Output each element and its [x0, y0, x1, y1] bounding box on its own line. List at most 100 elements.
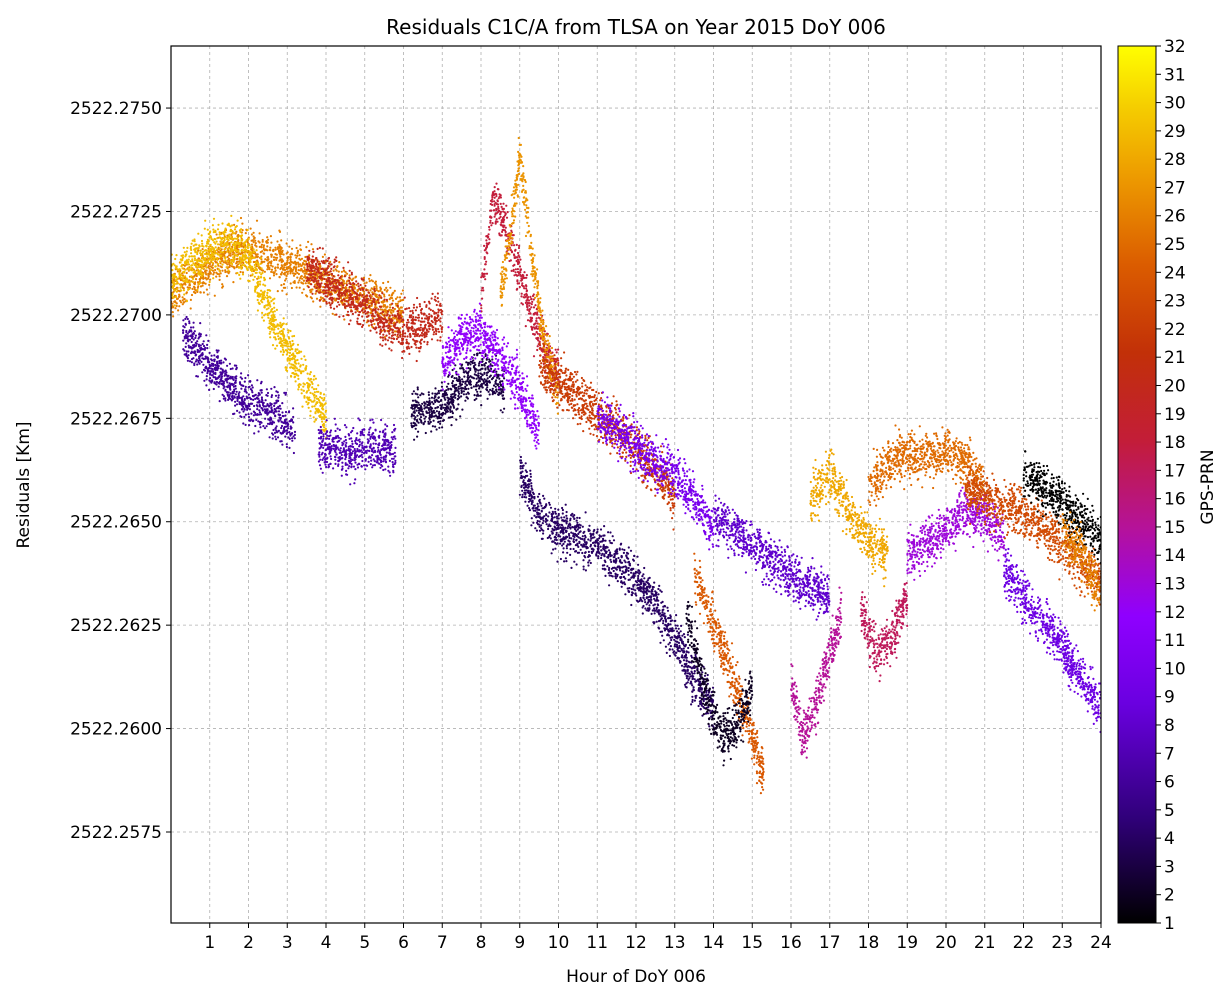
data-point: [351, 312, 354, 315]
data-point: [354, 295, 357, 299]
data-point: [385, 290, 388, 293]
data-point: [179, 286, 182, 289]
data-point: [296, 276, 299, 279]
data-point: [260, 299, 263, 302]
data-point: [322, 435, 325, 438]
data-point: [437, 308, 440, 311]
data-point: [194, 278, 198, 281]
data-point: [377, 449, 380, 452]
data-point: [419, 309, 423, 312]
data-point: [296, 343, 300, 346]
data-point: [441, 403, 444, 406]
data-point: [431, 392, 434, 395]
data-point: [216, 262, 220, 266]
data-point: [351, 450, 355, 453]
data-point: [431, 309, 434, 312]
data-point: [219, 265, 222, 268]
data-point: [201, 242, 204, 245]
data-point: [480, 404, 483, 407]
data-point: [232, 265, 235, 268]
data-point: [338, 451, 341, 454]
data-point: [369, 297, 372, 300]
data-point: [224, 259, 227, 262]
data-point: [195, 375, 198, 378]
data-point: [275, 308, 278, 311]
data-point: [224, 388, 227, 391]
data-point: [240, 387, 243, 390]
data-point: [369, 456, 372, 459]
data-point: [394, 302, 397, 305]
data-point: [195, 247, 198, 250]
data-point: [281, 432, 284, 435]
data-point: [221, 283, 224, 286]
data-point: [216, 258, 219, 261]
data-point: [392, 423, 396, 427]
data-point: [369, 419, 372, 422]
data-point: [405, 321, 409, 324]
data-point: [240, 248, 244, 251]
data-point: [363, 282, 366, 285]
data-point: [334, 429, 337, 433]
data-point: [270, 241, 273, 244]
data-point: [271, 318, 274, 321]
data-point: [257, 394, 260, 397]
data-point: [176, 277, 179, 280]
data-point: [329, 455, 332, 458]
data-point: [384, 337, 387, 341]
data-point: [299, 269, 302, 272]
data-point: [263, 314, 266, 317]
data-point: [180, 254, 183, 257]
data-point: [238, 257, 241, 261]
data-point: [323, 298, 326, 301]
data-point: [306, 265, 309, 268]
data-point: [249, 388, 252, 391]
data-point: [371, 466, 374, 469]
data-point: [226, 364, 229, 367]
data-point: [289, 329, 292, 333]
data-point: [205, 244, 208, 247]
data-point: [372, 319, 375, 322]
data-point: [253, 404, 256, 408]
data-point: [189, 334, 192, 337]
data-point: [196, 286, 199, 289]
data-point: [359, 434, 362, 437]
data-point: [258, 401, 261, 404]
data-point: [278, 252, 281, 255]
data-point: [207, 265, 210, 268]
data-point: [207, 242, 210, 245]
data-point: [342, 286, 345, 289]
data-point: [373, 286, 376, 289]
data-point: [423, 340, 426, 343]
data-point: [289, 272, 292, 275]
data-point: [262, 319, 265, 322]
data-point: [385, 325, 388, 328]
data-point: [186, 246, 189, 249]
data-point: [197, 343, 200, 346]
data-point: [331, 312, 334, 315]
data-point: [182, 329, 185, 332]
data-point: [251, 239, 254, 242]
data-point: [268, 277, 272, 280]
data-point: [248, 251, 251, 254]
data-point: [299, 383, 302, 386]
data-point: [372, 421, 375, 424]
data-point: [311, 400, 314, 403]
data-point: [354, 451, 357, 454]
data-point: [344, 445, 347, 448]
data-point: [268, 266, 271, 269]
data-point: [257, 265, 260, 268]
data-point: [386, 339, 390, 342]
data-point: [189, 329, 193, 332]
data-point: [225, 275, 229, 278]
data-point: [431, 321, 434, 324]
data-point: [175, 302, 178, 305]
data-point: [240, 403, 243, 406]
data-point: [374, 307, 377, 311]
data-point: [391, 306, 394, 309]
data-point: [242, 410, 245, 413]
data-point: [280, 239, 283, 242]
data-point: [411, 309, 414, 312]
data-point: [259, 382, 263, 385]
data-point: [228, 265, 231, 269]
data-point: [208, 280, 211, 284]
